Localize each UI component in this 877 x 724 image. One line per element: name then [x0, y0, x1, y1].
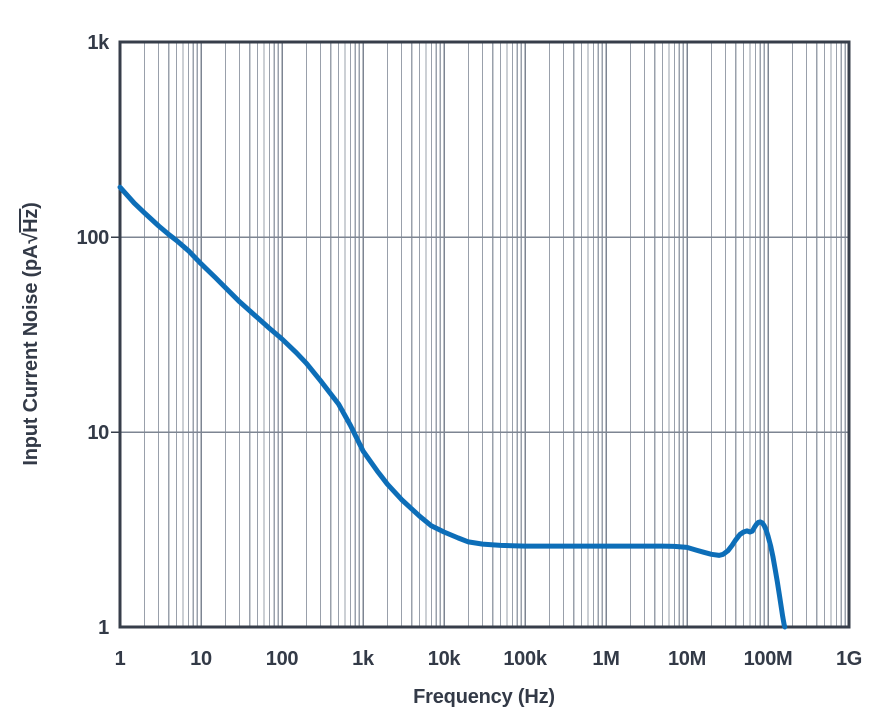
x-tick-label: 1k [352, 648, 375, 670]
x-tick-label: 10M [668, 648, 706, 670]
x-tick-label: 1 [115, 648, 126, 670]
y-tick-label: 100 [77, 227, 110, 249]
x-tick-label: 100 [266, 648, 299, 670]
x-axis-title: Frequency (Hz) [413, 686, 555, 708]
x-tick-label: 100M [744, 648, 793, 670]
x-tick-label: 10k [428, 648, 462, 670]
sqrt-radical-symbol: √ [20, 232, 42, 244]
y-tick-label: 1k [87, 32, 110, 54]
x-tick-label: 10 [190, 648, 212, 670]
y-tick-label: 10 [87, 422, 109, 444]
sqrt-radicand: Hz [19, 208, 42, 233]
y-tick-label: 1 [98, 617, 109, 639]
y-axis-title: Input Current Noise (pA√Hz) [19, 202, 43, 466]
x-tick-label: 1G [836, 648, 862, 670]
y-axis-title-prefix: Input Current Noise (pA [20, 244, 42, 466]
noise-curve [117, 184, 788, 630]
plot-frame [118, 40, 851, 629]
y-axis-title-suffix: ) [20, 202, 42, 209]
x-tick-label: 1M [592, 648, 619, 670]
x-tick-label: 100k [503, 648, 547, 670]
